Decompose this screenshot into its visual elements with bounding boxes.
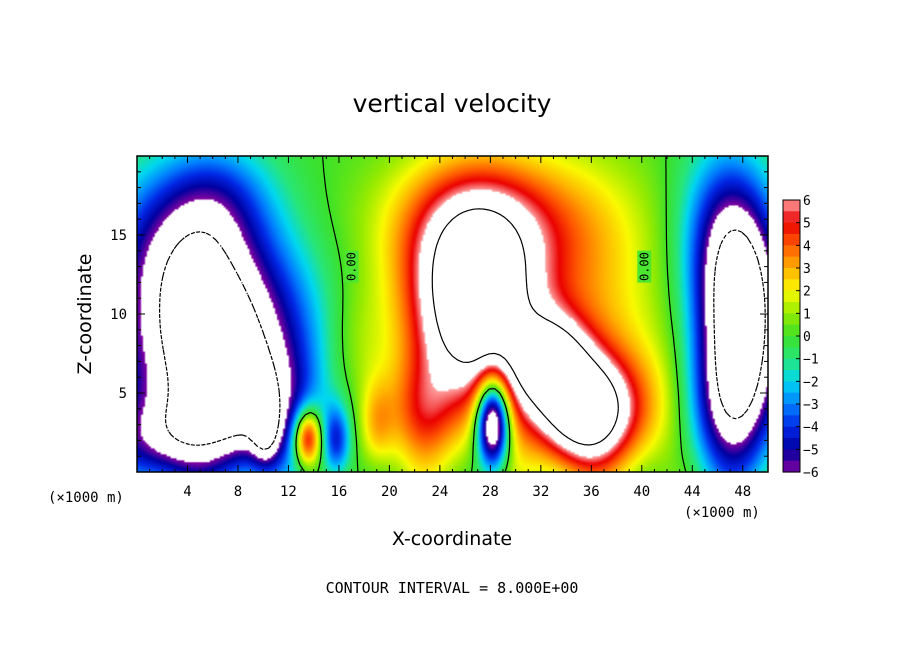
colorbar: 6 5 4 3 2 1 0 −1 −2 −3 −4 −5 −6 <box>782 194 819 481</box>
x-tick-label: 48 <box>734 484 751 500</box>
colorbar-label: 3 <box>803 262 811 277</box>
colorbar-label: 2 <box>803 285 811 300</box>
colorbar-swatch <box>783 279 800 292</box>
colorbar-label: −6 <box>803 466 819 481</box>
colorbar-swatch <box>783 222 800 235</box>
colorbar-swatch <box>783 415 800 428</box>
y-axis-unit: (×1000 m) <box>48 490 124 506</box>
y-axis-ticks: 5 10 15 <box>110 171 768 457</box>
colorbar-swatch <box>783 302 800 314</box>
colorbar-swatch <box>783 268 800 280</box>
contour-label: 0.00 <box>345 252 359 281</box>
zero-contour-lines: 0.00 0.00 <box>159 155 766 473</box>
colorbar-swatch <box>783 200 800 212</box>
contour-interval-note: CONTOUR INTERVAL = 8.000E+00 <box>326 579 579 597</box>
negative-contour <box>159 229 766 451</box>
colorbar-swatch <box>783 347 800 360</box>
colorbar-swatch <box>783 404 800 416</box>
colorbar-swatch <box>783 426 800 439</box>
x-tick-label: 32 <box>532 484 549 500</box>
colorbar-swatch <box>783 381 800 394</box>
x-tick-label: 36 <box>583 484 600 500</box>
colorbar-swatch <box>783 211 800 224</box>
colorbar-swatch <box>783 370 800 382</box>
colorbar-swatch <box>783 392 800 405</box>
colorbar-swatch <box>783 336 800 348</box>
colorbar-label: −1 <box>803 353 819 368</box>
colorbar-label: −2 <box>803 375 819 390</box>
x-tick-label: 28 <box>482 484 499 500</box>
colorbar-swatch <box>783 290 800 303</box>
colorbar-swatch <box>783 313 800 326</box>
colorbar-label: 1 <box>803 307 811 322</box>
contour-line <box>295 155 687 473</box>
y-tick-label: 15 <box>110 228 127 244</box>
velocity-field-heatmap <box>137 156 768 472</box>
colorbar-label: 4 <box>803 239 811 254</box>
colorbar-label: −5 <box>803 443 819 458</box>
colorbar-swatch <box>783 234 800 246</box>
x-tick-label: 12 <box>280 484 297 500</box>
x-axis-ticks: 4 8 12 16 20 24 28 32 36 40 44 48 <box>149 156 756 500</box>
x-tick-label: 4 <box>183 484 191 500</box>
colorbar-swatch <box>783 324 800 337</box>
colorbar-label: 0 <box>803 330 811 345</box>
contour-label-background <box>637 250 652 283</box>
chart-title: vertical velocity <box>353 89 552 118</box>
colorbar-label: −4 <box>803 421 819 436</box>
colorbar-label: −3 <box>803 398 819 413</box>
x-axis-unit: (×1000 m) <box>684 505 760 521</box>
x-tick-label: 20 <box>381 484 398 500</box>
colorbar-swatch <box>783 358 800 371</box>
colorbar-label: 6 <box>803 194 811 209</box>
contour-line <box>431 208 619 446</box>
x-tick-label: 40 <box>633 484 650 500</box>
y-tick-label: 10 <box>110 307 127 323</box>
contour-label: 0.00 <box>637 252 651 281</box>
x-tick-label: 16 <box>330 484 347 500</box>
y-tick-label: 5 <box>119 386 127 402</box>
colorbar-swatch <box>783 245 800 258</box>
x-tick-label: 8 <box>234 484 242 500</box>
colorbar-swatch <box>783 449 800 462</box>
colorbar-swatch <box>783 256 800 269</box>
contour-label-background <box>344 250 359 283</box>
x-tick-label: 24 <box>431 484 448 500</box>
y-axis-label: Z-coordinate <box>74 254 96 375</box>
colorbar-label: 5 <box>803 217 811 232</box>
colorbar-swatch <box>783 438 800 450</box>
colorbar-swatch <box>783 460 800 473</box>
x-axis-label: X-coordinate <box>392 528 512 550</box>
x-tick-label: 44 <box>684 484 701 500</box>
